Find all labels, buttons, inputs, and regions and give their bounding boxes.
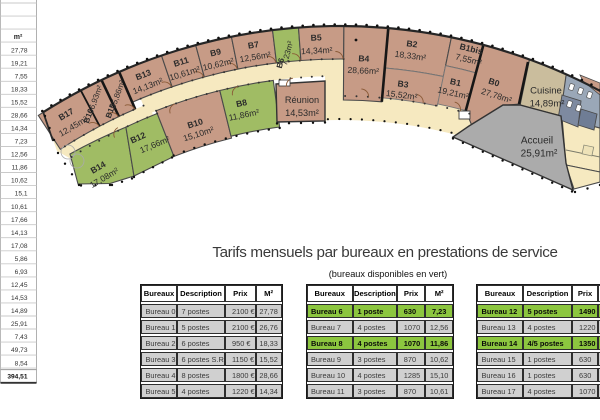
svg-text:17,08: 17,08 xyxy=(11,243,28,250)
svg-text:B1: B1 xyxy=(449,76,462,88)
svg-text:14,34m²: 14,34m² xyxy=(301,45,333,56)
svg-text:10,62: 10,62 xyxy=(11,178,28,185)
svg-text:B7: B7 xyxy=(247,39,260,51)
svg-text:Cuisine: Cuisine xyxy=(530,85,562,96)
svg-text:7,23: 7,23 xyxy=(15,139,28,146)
svg-text:15,1: 15,1 xyxy=(15,191,28,198)
svg-text:Accueil: Accueil xyxy=(521,136,553,147)
svg-text:10,61: 10,61 xyxy=(11,204,28,211)
svg-text:18,33: 18,33 xyxy=(11,86,28,93)
svg-text:49,73: 49,73 xyxy=(11,347,28,354)
svg-text:28,66m²: 28,66m² xyxy=(347,65,379,76)
svg-text:12,45: 12,45 xyxy=(11,282,28,289)
svg-text:B4: B4 xyxy=(358,53,370,63)
svg-text:28,66: 28,66 xyxy=(11,113,28,120)
svg-text:15,52: 15,52 xyxy=(11,100,28,107)
svg-text:B9: B9 xyxy=(209,46,222,58)
svg-text:14,53: 14,53 xyxy=(11,295,28,302)
svg-text:14,53m²: 14,53m² xyxy=(285,108,319,118)
svg-text:B3: B3 xyxy=(397,78,409,89)
svg-text:27,78: 27,78 xyxy=(11,47,28,54)
svg-text:15,52m²: 15,52m² xyxy=(385,88,418,102)
svg-text:14,13: 14,13 xyxy=(11,230,28,237)
svg-text:12,56: 12,56 xyxy=(11,152,28,159)
svg-text:7,43: 7,43 xyxy=(15,334,28,341)
svg-text:25,91: 25,91 xyxy=(11,321,28,328)
svg-text:14,34: 14,34 xyxy=(11,126,28,133)
svg-text:B8: B8 xyxy=(235,97,248,109)
svg-text:14,89m²: 14,89m² xyxy=(530,98,565,109)
svg-text:B5: B5 xyxy=(310,32,322,42)
svg-text:B0: B0 xyxy=(487,76,501,89)
svg-text:7,55: 7,55 xyxy=(15,73,28,80)
svg-text:19,21: 19,21 xyxy=(11,60,28,67)
svg-text:5,86: 5,86 xyxy=(15,256,28,263)
svg-text:18,33m²: 18,33m² xyxy=(394,49,427,63)
svg-text:12,56m²: 12,56m² xyxy=(239,49,272,64)
svg-text:6,93: 6,93 xyxy=(15,269,28,276)
svg-text:m²: m² xyxy=(14,34,23,41)
svg-text:B2: B2 xyxy=(406,38,418,49)
svg-text:11,86: 11,86 xyxy=(11,165,27,172)
svg-text:394,51: 394,51 xyxy=(7,373,28,380)
svg-text:Réunion: Réunion xyxy=(285,95,319,105)
svg-text:B11: B11 xyxy=(172,55,190,69)
svg-text:8,54: 8,54 xyxy=(15,360,28,367)
svg-text:B10: B10 xyxy=(186,116,204,130)
svg-text:14,89: 14,89 xyxy=(11,308,28,315)
svg-text:25,91m²: 25,91m² xyxy=(521,149,558,160)
svg-text:17,66: 17,66 xyxy=(11,217,28,224)
svg-text:B6: B6 xyxy=(275,57,286,70)
